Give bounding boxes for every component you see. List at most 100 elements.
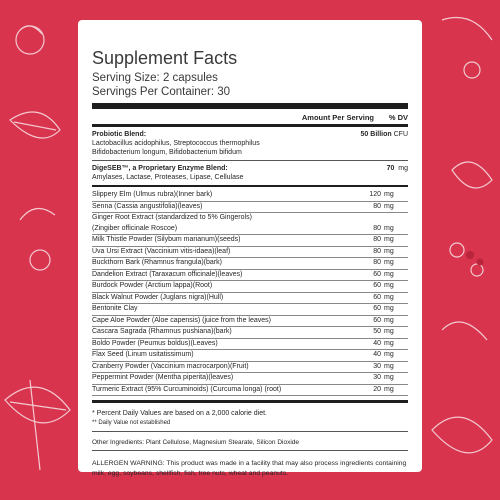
ingredient-row: Cascara Sagrada (Rhamnus pushiana)(bark)… (92, 327, 408, 339)
ingredient-amount: 40 (373, 339, 381, 347)
ingredient-amount: 120 (369, 191, 381, 198)
ingredient-row: Slippery Elm (Ulmus rubra)(Inner bark) 12… (92, 190, 408, 202)
probiotic-ingredients-1: Lactobacillus acidophilus, Streptococcus… (92, 140, 260, 147)
ingredient-unit: mg (384, 236, 394, 243)
ingredient-unit: mg (384, 351, 394, 358)
probiotic-amount: 50 Billion CFU (360, 131, 408, 138)
ingredient-name: Slippery Elm (Ulmus rubra)(Inner bark) (92, 191, 213, 198)
ingredient-unit: mg (384, 202, 394, 210)
enzyme-ingredients: Amylases, Lactase, Proteases, Lipase, Ce… (92, 174, 244, 181)
ingredient-row: Bentonite Clay 60 mg (92, 304, 408, 316)
ingredient-row: Turmeric Extract (95% Curcuminoids) (Cur… (92, 385, 408, 396)
ingredient-name: Dandelion Extract (Taraxacum officinale)… (92, 270, 243, 278)
dv-header: % DV (388, 112, 408, 122)
ingredient-name-continued: (Zingiber officinale Roscoe) (92, 224, 178, 232)
ingredient-amount: 60 (373, 293, 381, 301)
other-ingredients: Other Ingredients: Plant Cellulose, Magn… (92, 439, 300, 446)
probiotic-label: Probiotic Blend: (92, 131, 147, 138)
ingredient-name: Milk Thistle Powder (Silybum marianum)(s… (92, 236, 241, 243)
ingredient-unit: mg (384, 259, 394, 266)
serving-size: Serving Size: 2 capsules (92, 72, 218, 84)
ingredient-row: Buckthorn Bark (Rhamnus frangula)(bark) 8… (92, 258, 408, 270)
ingredient-amount: 60 (373, 270, 381, 278)
probiotic-blend-row: Probiotic Blend: 50 Billion CFU (92, 130, 408, 139)
servings-per-container: Servings Per Container: 30 (92, 86, 231, 98)
ingredient-list: Slippery Elm (Ulmus rubra)(Inner bark) 12… (92, 190, 408, 396)
ingredient-name: Boldo Powder (Peumus boldus)(Leaves) (92, 339, 218, 347)
ingredient-amount: 80 (373, 236, 381, 243)
ingredient-name: Senna (Cassia angustifolia)(leaves) (92, 202, 203, 210)
ingredient-row: Peppermint Powder (Mentha piperita)(leav… (92, 373, 408, 385)
divider (92, 431, 408, 432)
supplement-facts-panel: Supplement Facts Serving Size: 2 capsule… (78, 20, 422, 477)
divider (92, 160, 408, 161)
enzyme-amount: 70 mg (386, 165, 408, 172)
ingredient-unit: mg (384, 385, 394, 393)
ingredient-amount: 60 (373, 282, 381, 289)
medium-divider (92, 124, 408, 127)
ingredient-name: Ginger Root Extract (standardized to 5% … (92, 214, 252, 221)
ingredient-name: Bentonite Clay (92, 305, 138, 312)
ingredient-row: Burdock Powder (Arctium lappa)(Root) 60 mg (92, 281, 408, 293)
ingredient-name: Flax Seed (Linum usitatissimum) (92, 351, 194, 358)
ingredient-amount: 20 (373, 385, 381, 393)
ingredient-unit: mg (384, 270, 394, 278)
ingredient-amount: 60 (373, 316, 381, 324)
medium-divider (92, 400, 408, 403)
ingredient-name-block: Ginger Root Extract (standardized to 5% … (92, 213, 363, 234)
ingredient-unit: mg (384, 328, 394, 335)
divider (92, 450, 408, 451)
ingredient-amount: 80 (373, 247, 381, 255)
ingredient-name: Cape Aloe Powder (Aloe capensis) (juice … (92, 316, 271, 324)
ingredient-row: Dandelion Extract (Taraxacum officinale)… (92, 270, 408, 281)
ingredient-unit: mg (384, 374, 394, 381)
column-header: Amount Per Serving % DV (92, 112, 408, 122)
ingredient-amount: 50 (373, 328, 381, 335)
enzyme-label: DigeSEB™, a Proprietary Enzyme Blend: (92, 165, 228, 172)
ingredient-name: Uva Ursi Extract (Vaccinium vitis-idaea)… (92, 247, 231, 255)
ingredient-unit: mg (384, 191, 394, 198)
botanical-decoration-right (431, 16, 493, 454)
ingredient-name: Turmeric Extract (95% Curcuminoids) (Cur… (92, 385, 282, 393)
footnote-not-established: ** Daily Value not established (92, 420, 171, 426)
ingredient-amount: 80 (373, 259, 381, 266)
ingredient-amount: 60 (373, 305, 381, 312)
ingredient-unit: mg (384, 282, 394, 289)
divider (92, 185, 408, 187)
ingredient-row: Senna (Cassia angustifolia)(leaves) 80 mg (92, 202, 408, 213)
thick-divider (92, 103, 408, 109)
ingredient-row: Milk Thistle Powder (Silybum marianum)(s… (92, 235, 408, 247)
ingredient-row: Cape Aloe Powder (Aloe capensis) (juice … (92, 316, 408, 327)
ingredient-unit: mg (384, 305, 394, 312)
footnote-dv: * Percent Daily Values are based on a 2,… (92, 410, 267, 417)
ingredient-amount: 80 (373, 224, 381, 232)
ingredient-row: Ginger Root Extract (standardized to 5% … (92, 213, 408, 235)
ingredient-amount: 30 (373, 374, 381, 381)
ingredient-unit: mg (384, 224, 394, 232)
ingredient-name: Black Walnut Powder (Juglans nigra)(Hull… (92, 293, 224, 301)
ingredient-amount: 30 (373, 362, 381, 370)
ingredient-name: Buckthorn Bark (Rhamnus frangula)(bark) (92, 259, 222, 266)
probiotic-ingredients-2: Bifidobacterium longum, Bifidobacterium … (92, 149, 242, 156)
ingredient-unit: mg (384, 247, 394, 255)
ingredient-name: Peppermint Powder (Mentha piperita)(leav… (92, 374, 234, 381)
ingredient-row: Flax Seed (Linum usitatissimum) 40 mg (92, 350, 408, 362)
ingredient-unit: mg (384, 316, 394, 324)
ingredient-unit: mg (384, 339, 394, 347)
enzyme-blend-row: DigeSEB™, a Proprietary Enzyme Blend: 70… (92, 164, 408, 173)
ingredient-name: Burdock Powder (Arctium lappa)(Root) (92, 282, 213, 289)
ingredient-unit: mg (384, 362, 394, 370)
ingredient-name: Cascara Sagrada (Rhamnus pushiana)(bark) (92, 328, 232, 335)
ingredient-name: Cranberry Powder (Vaccinium macrocarpon)… (92, 362, 249, 370)
ingredient-row: Uva Ursi Extract (Vaccinium vitis-idaea)… (92, 247, 408, 258)
ingredient-row: Boldo Powder (Peumus boldus)(Leaves) 40 mg (92, 339, 408, 350)
ingredient-row: Cranberry Powder (Vaccinium macrocarpon)… (92, 362, 408, 373)
botanical-decoration-left (4, 25, 71, 471)
panel-title: Supplement Facts (92, 48, 238, 68)
ingredient-amount: 80 (373, 202, 381, 210)
ingredient-unit: mg (384, 293, 394, 301)
ingredient-amount: 40 (373, 351, 381, 358)
allergen-warning: ALLERGEN WARNING: This product was made … (92, 460, 407, 477)
amount-header: Amount Per Serving (301, 112, 374, 122)
ingredient-row: Black Walnut Powder (Juglans nigra)(Hull… (92, 293, 408, 304)
